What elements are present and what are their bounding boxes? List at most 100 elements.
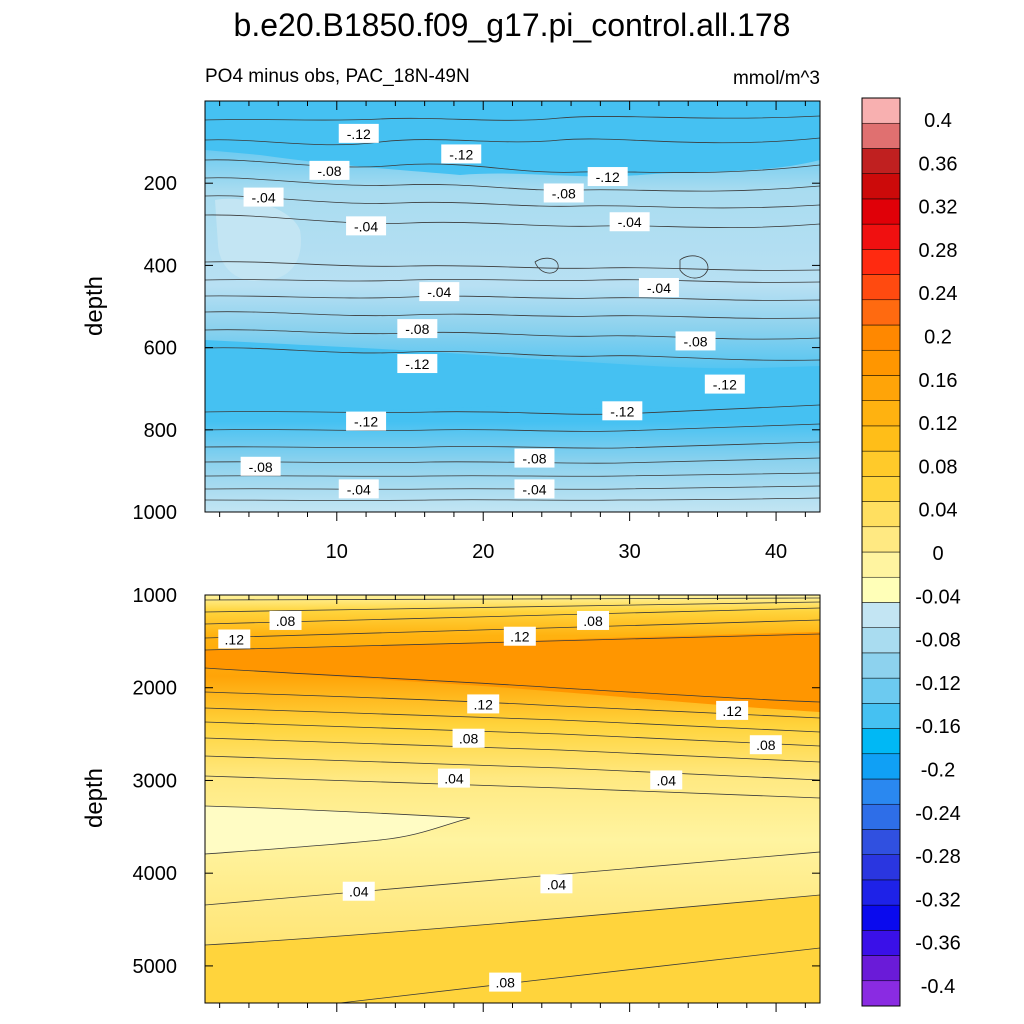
svg-text:.04: .04	[349, 884, 369, 900]
labelbar-swatch	[861, 97, 901, 124]
lower-band-orange	[205, 632, 820, 712]
upper-y-tick-label: 800	[144, 420, 177, 442]
figure-title: b.e20.B1850.f09_g17.pi_control.all.178	[234, 7, 791, 43]
upper-contour-label: -.04	[243, 187, 284, 207]
labelbar-swatch	[861, 829, 901, 855]
upper-contour-lines	[204, 115, 821, 501]
labelbar-tick-label: 0.16	[919, 370, 958, 392]
labelbar-swatch	[861, 803, 901, 830]
upper-contour-label: -.12	[587, 167, 628, 187]
labelbar-tick-label: 0.24	[919, 283, 958, 305]
upper-contour-label: -.12	[397, 354, 438, 374]
svg-text:-.04: -.04	[252, 190, 276, 206]
labelbar-tick-label: -0.28	[915, 846, 961, 868]
svg-text:-.04: -.04	[354, 218, 378, 234]
upper-contour-label: -.08	[514, 448, 555, 468]
labelbar-swatch	[861, 501, 901, 528]
svg-text:.08: .08	[459, 731, 479, 747]
labelbar-swatch	[861, 576, 901, 603]
lower-contour-label: .08	[452, 728, 485, 748]
labelbar-tick-label: 0.2	[924, 327, 952, 349]
upper-contour-label: -.04	[419, 282, 460, 302]
labelbar-swatch	[861, 955, 901, 982]
labelbar-swatch	[861, 223, 901, 250]
labelbar-swatch	[861, 148, 901, 174]
upper-y-tick-label: 200	[144, 173, 177, 195]
svg-text:-.08: -.08	[249, 459, 273, 475]
labelbar-swatch	[861, 854, 901, 881]
upper-contour-label: -.12	[602, 401, 643, 421]
labelbar-swatch	[861, 450, 901, 477]
upper-contour-label: -.04	[346, 216, 387, 236]
upper-y-tick-label: 1000	[133, 502, 178, 524]
svg-text:-.08: -.08	[405, 321, 429, 337]
labelbar-swatch	[861, 602, 901, 628]
labelbar-swatch	[861, 400, 901, 427]
labelbar-tick-label: 0.08	[919, 456, 958, 478]
svg-text:-.04: -.04	[522, 481, 546, 497]
labelbar-swatch	[861, 526, 901, 553]
upper-contour-label: -.12	[346, 411, 387, 431]
svg-text:-.04: -.04	[347, 481, 371, 497]
upper-contour-label: -.04	[638, 278, 679, 298]
labelbar-tick-label: -0.08	[915, 630, 961, 652]
svg-text:.08: .08	[495, 975, 515, 991]
color-labelbar: 0.4 0.36 0.32 0.28 0.24 0.2 0.16 0.12 0.08 0.04 0 -…	[861, 97, 961, 1007]
svg-text:.08: .08	[276, 613, 296, 629]
labelbar-tick-label: 0.28	[919, 240, 958, 262]
labelbar-swatch	[861, 349, 901, 376]
svg-text:-.12: -.12	[354, 414, 378, 430]
upper-band-light	[215, 198, 301, 281]
lower-contour-label: .12	[218, 629, 251, 649]
upper-plot-area: -.12 -.12 -.12 -.08 -.08 -.04 -.04 -.04 -.04 -.04…	[133, 100, 821, 563]
lower-contour-labels: .12 .08 .12 .08 .12 .12 .08 .08 .04 .04 .04 .04 .08	[218, 610, 782, 992]
lower-contour-label: .04	[540, 874, 573, 894]
upper-x-axis: 10 20 30 40	[219, 101, 806, 563]
upper-y-tick-label: 400	[144, 255, 177, 277]
svg-text:-.08: -.08	[317, 163, 341, 179]
upper-x-tick-label: 30	[619, 541, 641, 563]
labelbar-swatch	[861, 249, 901, 275]
labelbar-frame	[861, 97, 901, 1007]
lower-x-axis	[219, 595, 806, 1012]
upper-contour-label: -.08	[675, 331, 716, 351]
upper-contour-label: -.04	[514, 479, 555, 499]
upper-contour-label: -.12	[441, 144, 482, 164]
svg-text:.04: .04	[444, 771, 464, 787]
upper-contour-label: -.04	[338, 479, 379, 499]
lower-plot-area: .12.08.12.08.12.12.08.08.04.04.04.04.08 …	[133, 585, 821, 1012]
lower-contour-label: .08	[489, 972, 522, 992]
lower-y-tick-label: 4000	[133, 863, 178, 885]
labelbar-swatch	[861, 375, 901, 401]
labelbar-tick-label: -0.12	[915, 673, 961, 695]
upper-contour-label: -.08	[543, 183, 584, 203]
upper-contour-label: -.08	[240, 456, 281, 476]
lower-band-pale	[205, 806, 470, 854]
upper-contour-label: -.04	[609, 212, 650, 232]
labelbar-swatch	[861, 627, 901, 654]
labelbar-swatch	[861, 274, 901, 301]
svg-text:-.04: -.04	[618, 214, 642, 230]
labelbar-tick-label: -0.36	[915, 933, 961, 955]
labelbar-swatch	[861, 728, 901, 755]
labelbar-tick-label: -0.16	[915, 716, 961, 738]
labelbar-swatch	[861, 173, 901, 200]
labelbar-swatch	[861, 299, 901, 326]
svg-text:.08: .08	[583, 613, 603, 629]
labelbar-swatch	[861, 652, 901, 679]
labelbar-tick-label: -0.4	[921, 976, 955, 998]
labelbar-tick-label: -0.24	[915, 803, 961, 825]
labelbar-swatch	[861, 476, 901, 502]
upper-contour-label: -.12	[704, 374, 745, 394]
labelbar-tick-label: 0.36	[919, 153, 958, 175]
lower-y-axis-label: depth	[81, 768, 108, 828]
svg-text:.04: .04	[547, 876, 567, 892]
upper-y-axis: 200 400 600 800 1000	[133, 173, 820, 524]
labelbar-tick-label: -0.2	[921, 760, 955, 782]
lower-contour-label: .12	[467, 694, 500, 714]
upper-x-tick-label: 10	[326, 541, 348, 563]
labelbar-swatch	[861, 753, 901, 780]
svg-text:-.04: -.04	[647, 280, 671, 296]
lower-contour-label: .04	[342, 881, 375, 901]
